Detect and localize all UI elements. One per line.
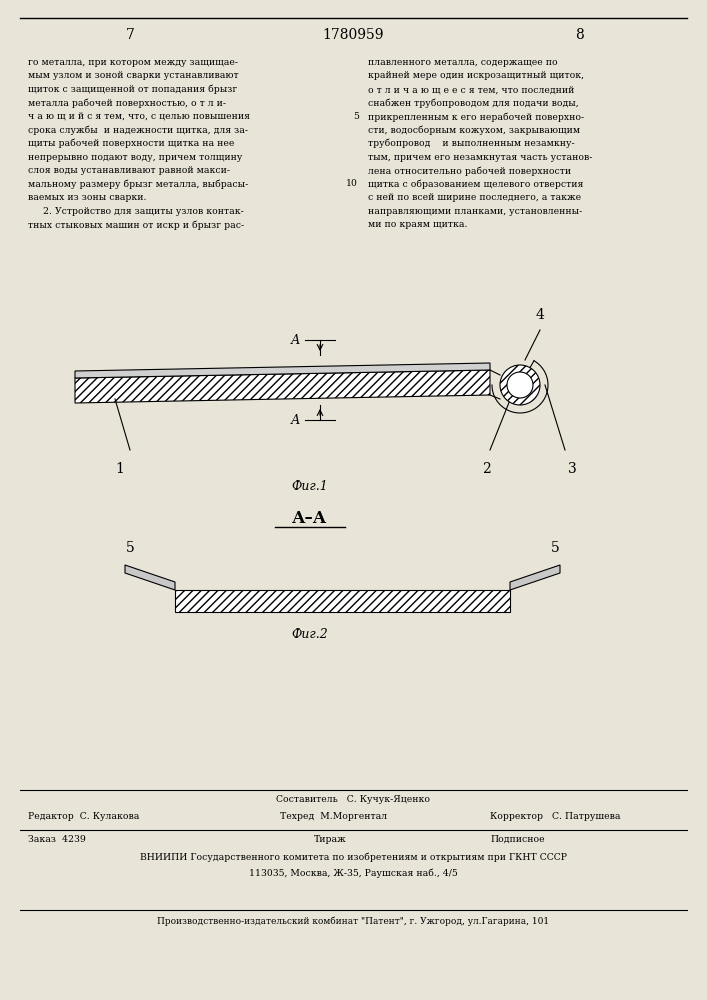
- Text: 2. Устройство для защиты узлов контак-: 2. Устройство для защиты узлов контак-: [28, 207, 244, 216]
- Text: прикрепленным к его нерабочей поверхно-: прикрепленным к его нерабочей поверхно-: [368, 112, 584, 121]
- Text: с ней по всей ширине последнего, а также: с ней по всей ширине последнего, а также: [368, 193, 581, 202]
- Text: ми по краям щитка.: ми по краям щитка.: [368, 220, 467, 229]
- Text: щиток с защищенной от попадания брызг: щиток с защищенной от попадания брызг: [28, 85, 238, 95]
- Text: 1: 1: [115, 462, 124, 476]
- Text: снабжен трубопроводом для подачи воды,: снабжен трубопроводом для подачи воды,: [368, 99, 578, 108]
- Text: 10: 10: [346, 180, 358, 188]
- Text: Техред  М.Моргентал: Техред М.Моргентал: [280, 812, 387, 821]
- Text: трубопровод    и выполненным незамкну-: трубопровод и выполненным незамкну-: [368, 139, 575, 148]
- Text: тных стыковых машин от искр и брызг рас-: тных стыковых машин от искр и брызг рас-: [28, 220, 244, 230]
- Text: Составитель   С. Кучук-Яценко: Составитель С. Кучук-Яценко: [276, 795, 430, 804]
- Text: Тираж: Тираж: [314, 835, 346, 844]
- Text: Заказ  4239: Заказ 4239: [28, 835, 86, 844]
- Text: А–А: А–А: [293, 510, 327, 527]
- Polygon shape: [510, 565, 560, 590]
- Text: Редактор  С. Кулакова: Редактор С. Кулакова: [28, 812, 139, 821]
- Text: крайней мере один искрозащитный щиток,: крайней мере один искрозащитный щиток,: [368, 72, 584, 81]
- Text: Производственно-издательский комбинат "Патент", г. Ужгород, ул.Гагарина, 101: Производственно-издательский комбинат "П…: [157, 917, 549, 926]
- Circle shape: [507, 372, 533, 398]
- Text: срока службы  и надежности щитка, для за-: срока службы и надежности щитка, для за-: [28, 125, 248, 135]
- Text: Корректор   С. Патрушева: Корректор С. Патрушева: [490, 812, 621, 821]
- Text: мым узлом и зоной сварки устанавливают: мым узлом и зоной сварки устанавливают: [28, 72, 239, 81]
- Text: А: А: [291, 334, 300, 347]
- Text: 3: 3: [568, 462, 577, 476]
- Text: го металла, при котором между защищае-: го металла, при котором между защищае-: [28, 58, 238, 67]
- Text: Фиг.1: Фиг.1: [291, 480, 328, 493]
- Polygon shape: [125, 565, 175, 590]
- Text: Фиг.2: Фиг.2: [291, 628, 328, 641]
- Polygon shape: [175, 590, 510, 612]
- Polygon shape: [75, 370, 490, 403]
- Text: слоя воды устанавливают равной макси-: слоя воды устанавливают равной макси-: [28, 166, 230, 175]
- Text: 2: 2: [481, 462, 491, 476]
- Text: ваемых из зоны сварки.: ваемых из зоны сварки.: [28, 193, 146, 202]
- Text: Подписное: Подписное: [490, 835, 544, 844]
- Text: тым, причем его незамкнутая часть установ-: тым, причем его незамкнутая часть устано…: [368, 152, 592, 161]
- Text: непрерывно подают воду, причем толщину: непрерывно подают воду, причем толщину: [28, 152, 243, 161]
- Text: 7: 7: [126, 28, 134, 42]
- Text: 5: 5: [353, 112, 359, 121]
- Text: направляющими планками, установленны-: направляющими планками, установленны-: [368, 207, 583, 216]
- Text: 4: 4: [536, 308, 544, 322]
- Text: 5: 5: [551, 541, 559, 555]
- Polygon shape: [75, 363, 490, 378]
- Text: щиты рабочей поверхности щитка на нее: щиты рабочей поверхности щитка на нее: [28, 139, 235, 148]
- Text: металла рабочей поверхностью, о т л и-: металла рабочей поверхностью, о т л и-: [28, 99, 226, 108]
- Circle shape: [500, 365, 540, 405]
- Text: 5: 5: [126, 541, 134, 555]
- Text: сти, водосборным кожухом, закрывающим: сти, водосборным кожухом, закрывающим: [368, 125, 580, 135]
- Text: мальному размеру брызг металла, выбрасы-: мальному размеру брызг металла, выбрасы-: [28, 180, 248, 189]
- Text: А: А: [291, 414, 300, 426]
- Text: ч а ю щ и й с я тем, что, с целью повышения: ч а ю щ и й с я тем, что, с целью повыше…: [28, 112, 250, 121]
- Text: 113035, Москва, Ж-35, Раушская наб., 4/5: 113035, Москва, Ж-35, Раушская наб., 4/5: [249, 868, 457, 878]
- Text: 1780959: 1780959: [322, 28, 384, 42]
- Text: лена относительно рабочей поверхности: лена относительно рабочей поверхности: [368, 166, 571, 176]
- Text: плавленного металла, содержащее по: плавленного металла, содержащее по: [368, 58, 558, 67]
- Text: ВНИИПИ Государственного комитета по изобретениям и открытиям при ГКНТ СССР: ВНИИПИ Государственного комитета по изоб…: [139, 852, 566, 861]
- Text: 8: 8: [575, 28, 585, 42]
- Text: щитка с образованием щелевого отверстия: щитка с образованием щелевого отверстия: [368, 180, 583, 189]
- Text: о т л и ч а ю щ е е с я тем, что последний: о т л и ч а ю щ е е с я тем, что последн…: [368, 85, 574, 94]
